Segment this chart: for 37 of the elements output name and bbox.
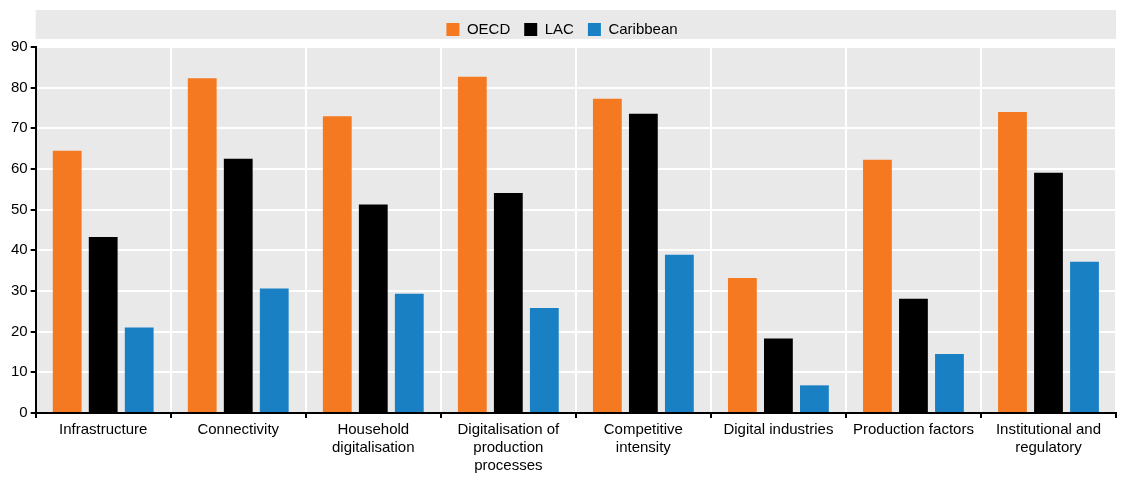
bar — [394, 293, 424, 412]
bar — [935, 354, 964, 412]
bar — [998, 112, 1027, 412]
bar — [727, 277, 757, 412]
y-tick-label: 10 — [11, 362, 28, 380]
y-tick-label: 70 — [11, 118, 28, 136]
x-tick-label: Household digitalisation — [332, 420, 415, 456]
bar — [259, 288, 289, 412]
bar — [124, 327, 154, 412]
x-tick-label: Production factors — [852, 420, 974, 438]
bar — [529, 308, 559, 412]
bar — [1070, 261, 1099, 412]
x-tick-label: Institutional and regulatory — [995, 420, 1102, 456]
y-tick-label: 60 — [11, 159, 28, 177]
y-tick-label: 30 — [11, 281, 28, 299]
x-tick-label: Infrastructure — [59, 420, 148, 438]
legend-label: LAC — [544, 19, 575, 37]
y-tick-label: 80 — [11, 77, 28, 95]
x-tick-label: Digital industries — [723, 420, 834, 438]
x-tick-label: Connectivity — [197, 420, 280, 438]
bar — [664, 254, 694, 412]
y-tick-label: 20 — [11, 321, 28, 339]
x-tick-label: Digitalisation of production processes — [457, 420, 561, 474]
bar — [800, 385, 829, 412]
y-tick-label: 50 — [11, 199, 28, 217]
bar — [322, 116, 352, 412]
legend-label: OECD — [466, 19, 511, 37]
bar — [457, 76, 487, 412]
bar — [52, 150, 82, 412]
legend-label: Caribbean — [608, 19, 678, 37]
y-tick-label: 0 — [19, 403, 28, 421]
bar — [592, 98, 622, 412]
bar — [863, 159, 892, 412]
bar — [187, 78, 217, 412]
x-tick-label: Competitive intensity — [603, 420, 683, 456]
y-tick-label: 90 — [11, 37, 28, 55]
y-tick-label: 40 — [11, 240, 28, 258]
